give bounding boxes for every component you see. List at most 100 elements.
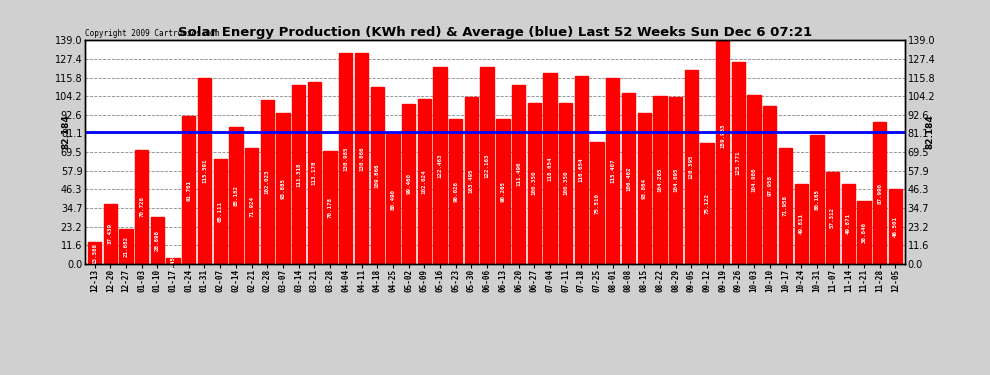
Bar xyxy=(669,96,682,264)
Text: 28.898: 28.898 xyxy=(154,230,159,251)
Bar xyxy=(324,151,337,264)
Bar xyxy=(873,122,886,264)
Text: 13.388: 13.388 xyxy=(92,243,97,264)
Text: 21.682: 21.682 xyxy=(124,236,129,257)
Text: 125.771: 125.771 xyxy=(736,150,741,175)
Bar xyxy=(418,99,431,264)
Text: 102.624: 102.624 xyxy=(422,169,427,194)
Text: 106.402: 106.402 xyxy=(626,166,631,190)
Text: 75.122: 75.122 xyxy=(705,193,710,214)
Bar xyxy=(842,184,855,264)
Text: 118.654: 118.654 xyxy=(547,156,552,181)
Text: 87.990: 87.990 xyxy=(877,183,882,204)
Text: 3.450: 3.450 xyxy=(170,252,175,270)
Text: 122.463: 122.463 xyxy=(438,153,443,178)
Bar xyxy=(434,67,446,264)
Bar xyxy=(198,78,211,264)
Title: Solar Energy Production (KWh red) & Average (blue) Last 52 Weeks Sun Dec 6 07:21: Solar Energy Production (KWh red) & Aver… xyxy=(178,26,812,39)
Text: 104.980: 104.980 xyxy=(751,167,756,192)
Bar xyxy=(88,242,101,264)
Bar xyxy=(826,172,840,264)
Text: 97.958: 97.958 xyxy=(767,175,772,196)
Text: 120.395: 120.395 xyxy=(689,155,694,179)
Text: 71.958: 71.958 xyxy=(783,195,788,216)
Bar xyxy=(182,116,195,264)
Bar xyxy=(622,93,636,264)
Bar xyxy=(810,135,824,264)
Bar xyxy=(480,68,494,264)
Bar xyxy=(386,135,400,264)
Text: 85.182: 85.182 xyxy=(234,185,239,206)
Text: 93.885: 93.885 xyxy=(280,178,285,199)
Bar xyxy=(606,78,620,264)
Text: 115.407: 115.407 xyxy=(610,159,615,183)
Bar xyxy=(559,102,572,264)
Bar xyxy=(763,106,776,264)
Bar xyxy=(370,87,384,264)
Bar xyxy=(575,76,588,264)
Text: 111.496: 111.496 xyxy=(516,162,521,186)
Text: 93.864: 93.864 xyxy=(642,178,646,199)
Text: 80.490: 80.490 xyxy=(390,189,395,210)
Bar xyxy=(166,258,180,264)
Text: 115.391: 115.391 xyxy=(202,159,207,183)
Text: 70.178: 70.178 xyxy=(328,197,333,218)
Text: 130.985: 130.985 xyxy=(344,146,348,171)
Text: 116.654: 116.654 xyxy=(579,158,584,182)
Bar xyxy=(449,119,462,264)
Bar xyxy=(340,53,352,264)
Text: 130.866: 130.866 xyxy=(359,146,364,171)
Text: 109.866: 109.866 xyxy=(375,163,380,188)
Text: 49.871: 49.871 xyxy=(845,213,850,234)
Bar xyxy=(245,148,258,264)
Text: 102.023: 102.023 xyxy=(264,170,270,194)
Text: 80.165: 80.165 xyxy=(815,189,820,210)
Text: 159.963: 159.963 xyxy=(720,123,726,147)
Text: 103.495: 103.495 xyxy=(469,168,474,193)
Bar xyxy=(308,82,321,264)
Text: 99.460: 99.460 xyxy=(406,173,411,194)
Bar xyxy=(889,189,902,264)
Bar xyxy=(512,85,526,264)
Text: 90.026: 90.026 xyxy=(453,181,458,202)
Bar xyxy=(119,229,133,264)
Bar xyxy=(857,201,871,264)
Text: 104.095: 104.095 xyxy=(673,168,678,192)
Text: 122.163: 122.163 xyxy=(485,153,490,178)
Text: 100.350: 100.350 xyxy=(532,171,537,195)
Bar xyxy=(732,62,745,264)
Bar xyxy=(354,54,368,264)
Bar xyxy=(276,113,290,264)
Text: 70.728: 70.728 xyxy=(140,196,145,217)
Text: 38.846: 38.846 xyxy=(861,222,866,243)
Bar xyxy=(795,184,808,264)
Text: 111.318: 111.318 xyxy=(296,162,301,187)
Bar xyxy=(104,204,117,264)
Bar xyxy=(544,73,556,264)
Text: Copyright 2009 Cartronics.com: Copyright 2009 Cartronics.com xyxy=(85,29,219,38)
Bar xyxy=(685,70,698,264)
Text: 91.761: 91.761 xyxy=(186,180,191,201)
Text: 82.184: 82.184 xyxy=(926,114,935,149)
Bar xyxy=(638,113,650,264)
Bar xyxy=(528,102,541,264)
Text: 65.111: 65.111 xyxy=(218,201,223,222)
Text: 90.265: 90.265 xyxy=(500,181,505,202)
Bar xyxy=(214,159,227,264)
Bar xyxy=(496,119,510,264)
Bar xyxy=(779,148,792,264)
Bar xyxy=(590,142,604,264)
Text: 49.811: 49.811 xyxy=(799,213,804,234)
Bar xyxy=(464,98,478,264)
Bar xyxy=(700,143,714,264)
Text: 113.178: 113.178 xyxy=(312,160,317,185)
Text: 46.501: 46.501 xyxy=(893,216,898,237)
Text: 57.312: 57.312 xyxy=(831,207,836,228)
Text: 104.265: 104.265 xyxy=(657,168,662,192)
Text: 75.510: 75.510 xyxy=(595,193,600,214)
Bar xyxy=(135,150,148,264)
Bar xyxy=(653,96,666,264)
Bar xyxy=(716,7,730,264)
Bar xyxy=(150,217,164,264)
Bar xyxy=(230,127,243,264)
